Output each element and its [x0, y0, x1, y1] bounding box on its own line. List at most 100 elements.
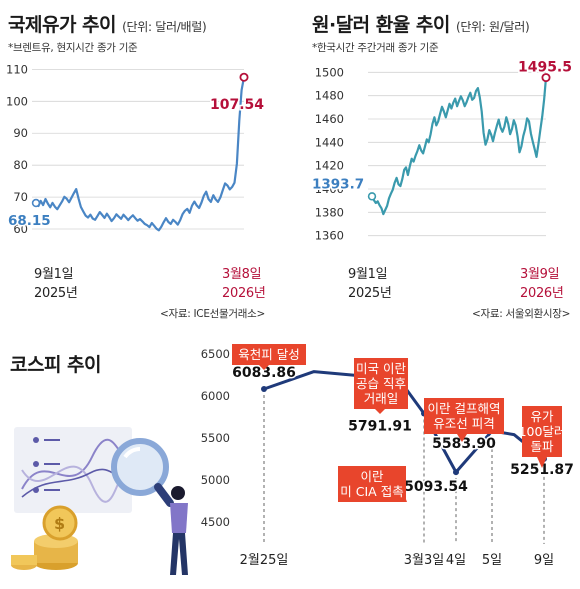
- illustration-dot: [33, 437, 39, 443]
- data-series-line: [371, 77, 548, 216]
- person-head-icon: [171, 486, 185, 500]
- callout-6000-box: [232, 344, 306, 365]
- kospi-value-label: 5791.91: [348, 418, 412, 434]
- y-tick-label: 1480: [315, 89, 344, 103]
- oil-start-date: 9월1일 2025년: [34, 265, 78, 303]
- person-legs-icon: [170, 533, 188, 575]
- kospi-value-label: 5583.90: [432, 436, 496, 452]
- kospi-value-label: 5093.54: [404, 479, 468, 495]
- krw-end-date-text: 3월9일: [520, 267, 560, 282]
- kospi-point: [453, 469, 459, 476]
- kospi-value-label: 5251.87: [510, 462, 574, 478]
- x-tick-label: 5일: [482, 553, 502, 568]
- start-point-marker: [31, 198, 41, 208]
- callout-cia-text: 이란: [360, 469, 384, 484]
- callout-airstrike-text: 미국 이란: [356, 361, 406, 376]
- coin-front-icon: [42, 505, 78, 541]
- callout-tanker-box: [424, 398, 504, 434]
- y-tick-label: 1440: [315, 135, 344, 149]
- end-point-marker: [541, 73, 551, 83]
- oil-unit: (단위: 달러/배럴): [122, 20, 207, 34]
- oil-end-date: 3월8일 2026년: [222, 265, 266, 303]
- illustration-board: [14, 427, 132, 513]
- callout-6000-text: 육천피 달성: [238, 347, 299, 362]
- illustration-dot: [33, 487, 39, 493]
- oil-title: 국제유가 추이 (단위: 달러/배럴): [8, 10, 207, 37]
- y-tick-label: 5500: [201, 431, 230, 445]
- oil-end-date-text: 3월8일: [222, 267, 262, 282]
- callout-airstrike-box: [354, 358, 408, 409]
- y-tick-label: 1400: [315, 182, 344, 196]
- start-value-label: 1393.7: [312, 176, 364, 192]
- kospi-value-label: 6083.86: [232, 365, 296, 381]
- krw-end-year-text: 2026년: [520, 286, 564, 301]
- callout-oil100-text: 유가: [530, 409, 554, 424]
- oil-start-year-text: 2025년: [34, 286, 78, 301]
- callout-6000-pointer: [259, 365, 269, 370]
- kospi-title: 코스피 추이: [10, 354, 102, 376]
- krw-end-date: 3월9일 2026년: [520, 265, 564, 303]
- y-tick-label: 60: [13, 222, 28, 236]
- y-tick-label: 1420: [315, 159, 344, 173]
- illustration-dot: [33, 461, 39, 467]
- oil-note: *브렌트유, 현지시간 종가 기준: [8, 42, 138, 54]
- x-tick-label: 2월25일: [240, 553, 289, 568]
- data-series-line: [35, 76, 246, 232]
- kospi-chart: 4500 5000 5500 6000 6500 2월25일 3월3일 4일 5일 9일 6083.…: [201, 344, 575, 568]
- y-tick-label: 1460: [315, 112, 344, 126]
- krw-chart: 1360 1380 1400 1420 1440 1460 1480 1500 1393.7 14…: [311, 58, 574, 243]
- end-value-label: 1495.5: [518, 60, 572, 76]
- krw-start-date: 9월1일 2025년: [348, 265, 392, 303]
- callout-oil100-text: 돌파: [530, 439, 554, 454]
- callout-airstrike-text: 거래일: [364, 391, 399, 406]
- y-tick-label: 1380: [315, 205, 344, 219]
- analysis-illustration: $: [11, 427, 188, 575]
- callout-tanker-text: 유조선 피격: [433, 416, 494, 431]
- krw-note: *한국시간 주간거래 종가 기준: [312, 42, 439, 54]
- y-tick-label: 1500: [315, 65, 344, 79]
- oil-end-year-text: 2026년: [222, 286, 266, 301]
- end-value-label: 107.54: [210, 97, 264, 113]
- krw-title: 원·달러 환율 추이 (단위: 원/달러): [312, 10, 530, 37]
- y-tick-label: 110: [6, 62, 28, 76]
- oil-start-date-text: 9월1일: [34, 267, 74, 282]
- y-tick-label: 90: [13, 126, 28, 140]
- callout-oil100-box: [522, 406, 562, 457]
- x-tick-label: 4일: [446, 553, 466, 568]
- krw-unit: (단위: 원/달러): [455, 20, 530, 34]
- magnifier-handle-icon: [154, 483, 174, 507]
- y-tick-label: 4500: [201, 515, 230, 529]
- callout-cia-pointer: [397, 488, 407, 502]
- y-tick-label: 70: [13, 190, 28, 204]
- oil-chart: 60 70 80 90 100 110 68.15 107.54: [6, 62, 266, 236]
- y-tick-label: 80: [13, 158, 28, 172]
- magnifier-shine: [123, 446, 141, 459]
- oil-source: <자료: ICE선물거래소>: [160, 308, 265, 320]
- callout-oil100-text: 100달러: [519, 424, 566, 439]
- y-tick-label: 5000: [201, 473, 230, 487]
- y-tick-label: 100: [6, 94, 28, 108]
- callout-cia-text: 미 CIA 접촉: [340, 484, 403, 499]
- kospi-point: [261, 385, 267, 392]
- callout-oil100-pointer: [537, 457, 547, 468]
- person-body-icon: [170, 503, 188, 533]
- coin-symbol-icon: $: [54, 514, 65, 533]
- callout-tanker-text: 이란 걸프해역: [428, 401, 501, 416]
- callout-airstrike-pointer: [375, 409, 385, 414]
- callout-tanker-pointer: [457, 434, 467, 442]
- x-tick-label: 3월3일: [404, 553, 444, 568]
- krw-title-text: 원·달러 환율 추이: [312, 14, 450, 36]
- krw-start-date-text: 9월1일: [348, 267, 388, 282]
- y-tick-label: 1360: [315, 229, 344, 243]
- oil-title-text: 국제유가 추이: [8, 14, 117, 36]
- x-tick-label: 9일: [534, 553, 554, 568]
- krw-start-year-text: 2025년: [348, 286, 392, 301]
- y-tick-label: 6500: [201, 347, 230, 361]
- start-value-label: 68.15: [8, 213, 51, 229]
- callout-cia-box: [338, 466, 406, 502]
- start-point-marker: [367, 192, 377, 201]
- y-tick-label: 6000: [201, 389, 230, 403]
- krw-source: <자료: 서울외환시장>: [472, 308, 571, 320]
- coin-stack-icon: [11, 555, 37, 565]
- callout-airstrike-text: 공습 직후: [356, 376, 406, 391]
